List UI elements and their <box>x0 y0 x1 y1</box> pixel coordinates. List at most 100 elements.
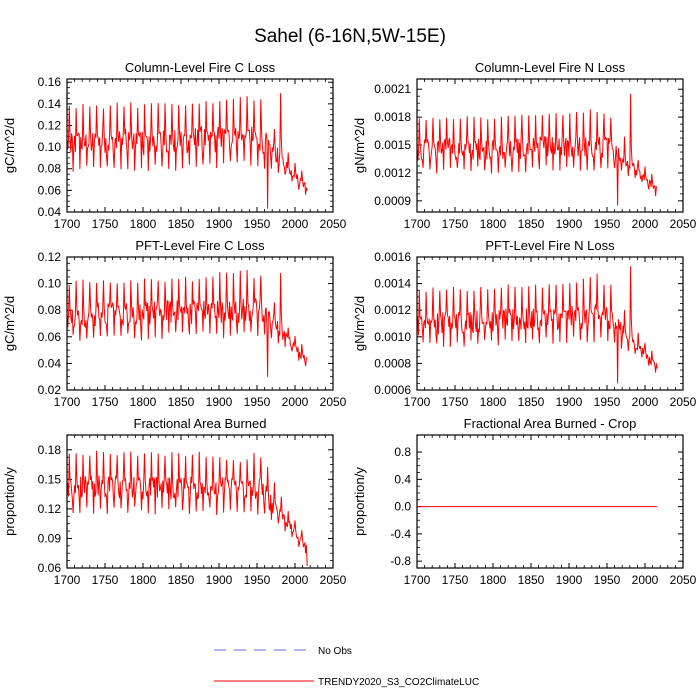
x-tick-label: 2000 <box>632 395 659 409</box>
x-tick-label: 2000 <box>632 573 659 587</box>
y-tick-label: 0.0008 <box>374 356 411 370</box>
series-line <box>66 450 308 567</box>
y-tick-label: -0.4 <box>390 527 411 541</box>
x-tick-label: 1800 <box>480 573 507 587</box>
y-tick-label: 0.10 <box>38 277 62 291</box>
plot-frame <box>66 434 334 569</box>
x-tick-label: 1700 <box>404 573 431 587</box>
legend-label: TRENDY2020_S3_CO2ClimateLUC <box>318 677 479 688</box>
y-tick-label: 0.15 <box>38 472 62 486</box>
y-tick-label: 0.02 <box>38 383 62 397</box>
y-tick-label: 0.14 <box>38 97 62 111</box>
y-tick-label: 0.4 <box>394 472 411 486</box>
x-tick-label: 1950 <box>594 395 621 409</box>
x-tick-label: 1700 <box>54 573 81 587</box>
x-tick-label: 1750 <box>442 217 469 231</box>
x-tick-label: 1700 <box>404 217 431 231</box>
x-tick-label: 1750 <box>92 395 119 409</box>
x-tick-label: 1900 <box>556 395 583 409</box>
x-tick-label: 1700 <box>404 395 431 409</box>
y-tick-label: 0.0006 <box>374 383 411 397</box>
y-tick-label: 0.0021 <box>374 82 411 96</box>
x-tick-label: 2000 <box>282 573 309 587</box>
plot-frame <box>66 256 334 391</box>
panel-title: Fractional Area Burned <box>134 416 267 431</box>
x-tick-label: 2050 <box>320 573 347 587</box>
panel-5: Fractional Area Burned proportion/y 1700 17… <box>2 416 347 587</box>
figure-title: Sahel (6-16N,5W-15E) <box>254 26 446 47</box>
x-tick-label: 1950 <box>594 573 621 587</box>
y-tick-label: 0.09 <box>38 531 62 545</box>
x-tick-label: 2050 <box>670 217 697 231</box>
x-tick-label: 1700 <box>54 395 81 409</box>
y-axis-label: gN/m^2/d <box>352 118 367 173</box>
y-tick-label: 0.12 <box>38 118 62 132</box>
panel-4: PFT-Level Fire N Loss gN/m^2/d 1700 1750 180… <box>352 238 697 409</box>
y-tick-label: 0.08 <box>38 162 62 176</box>
y-axis-label: gC/m^2/d <box>2 296 17 351</box>
y-tick-label: -0.8 <box>390 554 411 568</box>
y-tick-label: 0.0012 <box>374 166 411 180</box>
panel-title: Fractional Area Burned - Crop <box>464 416 637 431</box>
legend: No Obs TRENDY2020_S3_CO2ClimateLUC <box>214 646 479 688</box>
plot-frame <box>416 78 684 213</box>
x-tick-label: 1850 <box>518 217 545 231</box>
x-tick-label: 1900 <box>206 395 233 409</box>
x-tick-label: 1800 <box>130 573 157 587</box>
x-tick-label: 1850 <box>168 395 195 409</box>
y-tick-label: 0.8 <box>394 445 411 459</box>
x-tick-label: 2050 <box>670 573 697 587</box>
plot-frame <box>416 434 684 569</box>
y-axis-label: gN/m^2/d <box>352 296 367 351</box>
y-tick-label: 0.0014 <box>374 277 411 291</box>
y-tick-label: 0.0010 <box>374 330 411 344</box>
x-tick-label: 1850 <box>168 573 195 587</box>
x-tick-label: 1700 <box>54 217 81 231</box>
y-tick-label: 0.12 <box>38 502 62 516</box>
y-tick-label: 0.0016 <box>374 250 411 264</box>
x-tick-label: 2000 <box>282 217 309 231</box>
y-tick-label: 0.10 <box>38 140 62 154</box>
panel-6: Fractional Area Burned - Crop proportion/… <box>352 416 697 587</box>
x-tick-label: 2050 <box>320 217 347 231</box>
y-axis-label: proportion/y <box>2 467 17 536</box>
x-tick-label: 1800 <box>130 395 157 409</box>
x-tick-label: 1900 <box>556 573 583 587</box>
plot-frame <box>66 78 334 213</box>
y-tick-label: 0.12 <box>38 250 62 264</box>
x-tick-label: 1800 <box>480 217 507 231</box>
y-tick-label: 0.04 <box>38 356 62 370</box>
x-tick-label: 2000 <box>282 395 309 409</box>
x-tick-label: 2050 <box>320 395 347 409</box>
series-line <box>416 266 658 384</box>
y-tick-label: 0.16 <box>38 75 62 89</box>
y-tick-label: 0.08 <box>38 303 62 317</box>
x-tick-label: 1900 <box>206 217 233 231</box>
x-tick-label: 1950 <box>594 217 621 231</box>
plot-frame <box>416 256 684 391</box>
y-tick-label: 0.0 <box>394 500 411 514</box>
y-tick-label: 0.04 <box>38 205 62 219</box>
y-tick-label: 0.06 <box>38 330 62 344</box>
y-tick-label: 0.0015 <box>374 138 411 152</box>
y-tick-label: 0.0018 <box>374 110 411 124</box>
x-tick-label: 1800 <box>480 395 507 409</box>
x-tick-label: 2050 <box>670 395 697 409</box>
y-axis-label: proportion/y <box>352 467 367 536</box>
x-tick-label: 1750 <box>92 217 119 231</box>
y-tick-label: 0.06 <box>38 561 62 575</box>
x-tick-label: 1800 <box>130 217 157 231</box>
y-axis-label: gC/m^2/d <box>2 118 17 173</box>
panel-1: Column-Level Fire C Loss gC/m^2/d 1700 1750… <box>2 60 347 231</box>
panel-title: PFT-Level Fire N Loss <box>485 238 615 253</box>
panel-2: Column-Level Fire N Loss gN/m^2/d 1700 1750… <box>352 60 697 231</box>
x-tick-label: 1750 <box>442 573 469 587</box>
panel-title: Column-Level Fire N Loss <box>475 60 626 75</box>
x-tick-label: 1950 <box>244 573 271 587</box>
x-tick-label: 1950 <box>244 395 271 409</box>
x-tick-label: 2000 <box>632 217 659 231</box>
x-tick-label: 1850 <box>518 395 545 409</box>
legend-label: No Obs <box>318 646 352 657</box>
x-tick-label: 1900 <box>556 217 583 231</box>
